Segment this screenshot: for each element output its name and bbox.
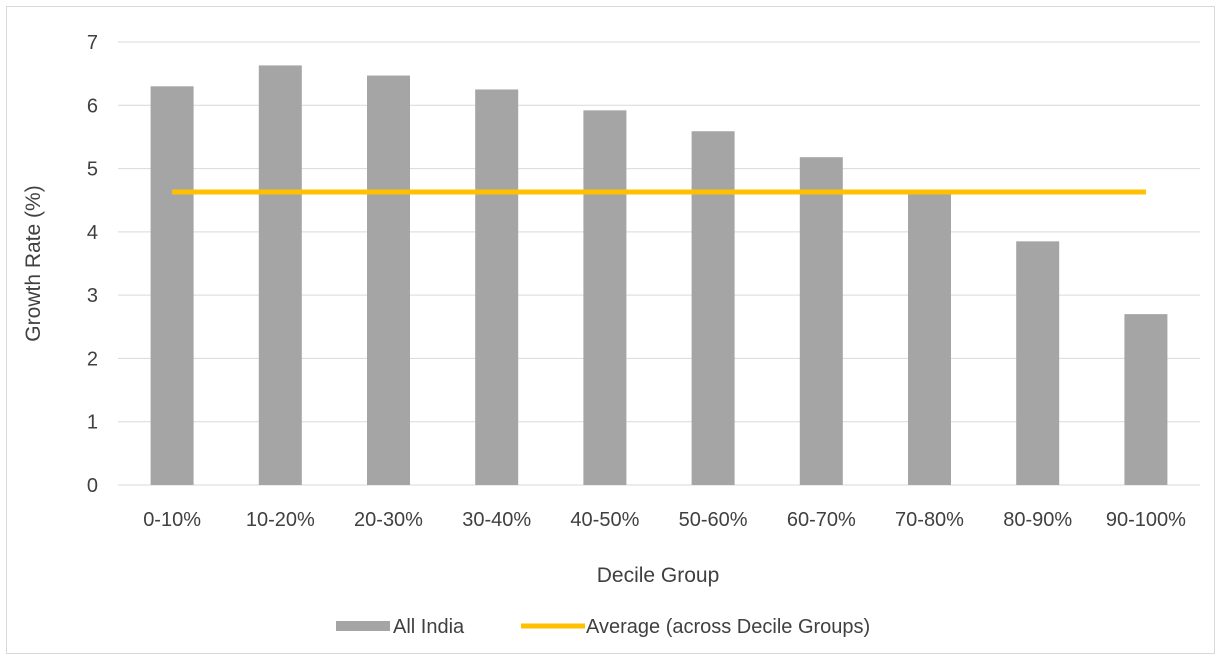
y-tick-label: 7 (87, 32, 98, 54)
y-tick-label: 3 (87, 285, 98, 307)
x-tick-label: 80-90% (1003, 509, 1072, 531)
y-axis-title: Growth Rate (%) (22, 185, 45, 341)
bar (1124, 314, 1168, 485)
bar (475, 89, 519, 485)
bar (583, 110, 627, 485)
bar (799, 157, 843, 485)
bar (367, 75, 410, 485)
bars-all-india (150, 65, 1168, 486)
x-tick-label: 60-70% (787, 509, 856, 531)
bar (150, 86, 194, 486)
y-tick-label: 0 (87, 475, 98, 497)
y-tick-label: 1 (87, 412, 98, 434)
y-tick-label: 4 (87, 222, 98, 244)
bar (1016, 241, 1060, 485)
bar (691, 131, 735, 486)
x-tick-label: 50-60% (679, 509, 748, 531)
legend-label-average: Average (across Decile Groups) (586, 616, 870, 638)
x-tick-label: 90-100% (1106, 509, 1186, 531)
y-tick-label: 2 (87, 348, 98, 370)
x-axis-title: Decile Group (597, 564, 720, 587)
x-tick-label: 20-30% (354, 509, 423, 531)
x-tick-label: 0-10% (143, 509, 201, 531)
x-axis-tick-labels: 0-10% 10-20% 20-30% 30-40% 40-50% 50-60% 60-70… (143, 509, 1186, 531)
y-axis-tick-labels: 0 1 2 3 4 5 6 7 (87, 32, 98, 497)
x-tick-label: 70-80% (895, 509, 964, 531)
y-tick-label: 6 (87, 95, 98, 117)
x-tick-label: 10-20% (246, 509, 315, 531)
legend: All India Average (across Decile Groups) (336, 616, 870, 638)
legend-swatch-all-india (336, 621, 390, 631)
y-tick-label: 5 (87, 159, 98, 181)
bar (908, 191, 951, 486)
x-tick-label: 30-40% (462, 509, 531, 531)
x-tick-label: 40-50% (570, 509, 639, 531)
bar (258, 65, 302, 485)
legend-label-all-india: All India (393, 616, 465, 638)
